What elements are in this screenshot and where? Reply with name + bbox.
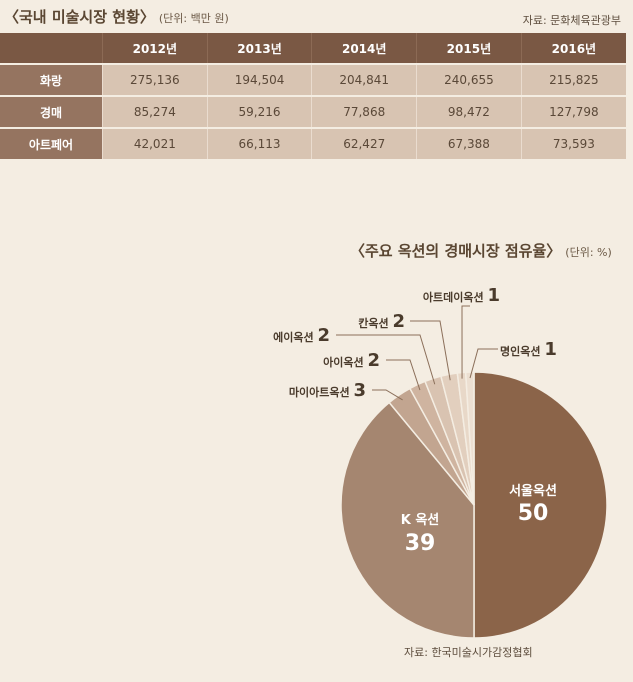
table-source: 자료: 문화체육관광부 <box>522 14 621 27</box>
pie-title: 〈주요 옥션의 경매시장 점유율〉 (단위: %) <box>350 240 612 261</box>
table-cell: 215,825 <box>520 64 626 97</box>
pie-callout-label: 아이옥션 2 <box>323 350 380 371</box>
pie-callout-label: 에이옥션 2 <box>273 325 330 346</box>
table-cell: 204,841 <box>311 64 417 97</box>
table-cell: 98,472 <box>416 96 522 129</box>
header-2015: 2015년 <box>416 33 522 65</box>
table-row-gallery: 화랑 275,136 194,504 204,841 240,655 215,8… <box>0 64 626 97</box>
table-cell: 85,274 <box>102 96 208 129</box>
table-cell: 240,655 <box>416 64 522 97</box>
row-label: 경매 <box>0 96 103 129</box>
header-2016: 2016년 <box>520 33 626 65</box>
table-unit: (단위: 백만 원) <box>158 12 229 25</box>
table-cell: 59,216 <box>206 96 312 129</box>
pie-callout-label: 명인옥션 1 <box>500 339 557 360</box>
callout-line <box>469 348 498 379</box>
table-cell: 62,427 <box>311 128 417 161</box>
header-2014: 2014년 <box>311 33 417 65</box>
callout-line <box>386 359 421 391</box>
table-cell: 67,388 <box>416 128 522 161</box>
pie-slice-label: K 옥션 <box>401 512 440 528</box>
row-label: 화랑 <box>0 64 103 97</box>
table-row-auction: 경매 85,274 59,216 77,868 98,472 127,798 <box>0 96 626 129</box>
pie-slice-value: 39 <box>405 531 436 556</box>
pie-source: 자료: 한국미술시가감정협회 <box>404 646 533 659</box>
pie-unit: (단위: %) <box>565 246 612 259</box>
table-cell: 42,021 <box>102 128 208 161</box>
table-title: 〈국내 미술시장 현황〉 (단위: 백만 원) <box>4 6 229 27</box>
table-cell: 66,113 <box>206 128 312 161</box>
pie-callout-label: 칸옥션 2 <box>358 311 405 332</box>
header-2013: 2013년 <box>206 33 312 65</box>
pie-slice-label: 서울옥션 <box>509 483 557 499</box>
pie-callout-label: 마이아트옥션 3 <box>289 380 366 401</box>
table-cell: 77,868 <box>311 96 417 129</box>
pie-slice <box>340 401 475 639</box>
callout-line <box>461 305 470 379</box>
pie-callout-label: 아트데이옥션 1 <box>423 285 500 306</box>
header-2012: 2012년 <box>102 33 208 65</box>
table-row-artfair: 아트페어 42,021 66,113 62,427 67,388 73,593 <box>0 128 626 161</box>
table-cell: 194,504 <box>206 64 312 97</box>
pie-title-text: 〈주요 옥션의 경매시장 점유율〉 <box>350 242 562 260</box>
callout-line <box>372 389 403 401</box>
row-label: 아트페어 <box>0 128 103 161</box>
pie-slice <box>464 371 475 506</box>
table-title-text: 〈국내 미술시장 현황〉 <box>4 8 155 26</box>
header-corner <box>0 33 103 65</box>
table-cell: 73,593 <box>520 128 626 161</box>
callout-line <box>410 320 451 381</box>
callout-line <box>336 334 436 385</box>
pie-slice <box>473 371 608 639</box>
table-header-row: 2012년 2013년 2014년 2015년 2016년 <box>0 33 626 65</box>
market-table: 2012년 2013년 2014년 2015년 2016년 화랑 275,136… <box>0 33 626 161</box>
table-cell: 127,798 <box>520 96 626 129</box>
table-cell: 275,136 <box>102 64 208 97</box>
pie-slice-value: 50 <box>518 501 549 526</box>
